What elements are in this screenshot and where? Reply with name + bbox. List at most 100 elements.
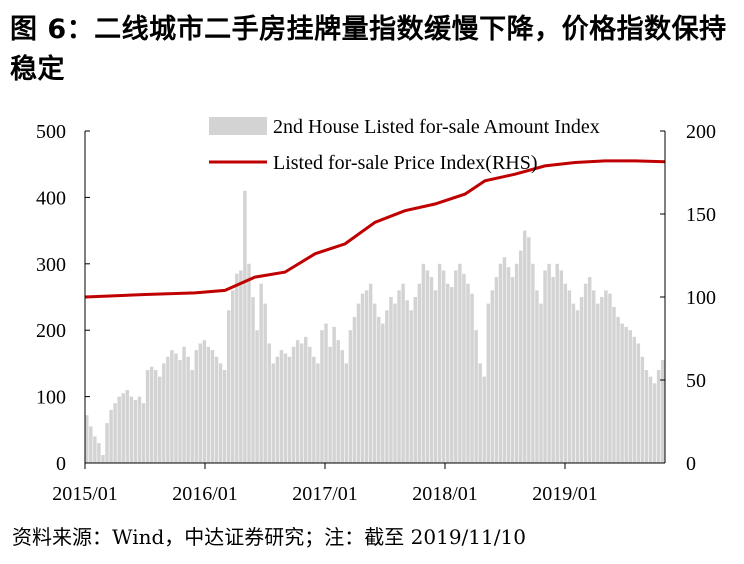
right-tick-label: 0 [686, 453, 696, 475]
bar [198, 343, 203, 463]
legend-label-price-index: Listed for-sale Price Index(RHS) [273, 152, 538, 174]
bar [125, 389, 130, 463]
bar [393, 303, 397, 463]
bar [523, 230, 527, 463]
bar [417, 283, 422, 463]
bar [194, 350, 198, 463]
bar [133, 399, 138, 463]
bar [656, 370, 661, 463]
bar [210, 350, 215, 463]
bar [409, 310, 413, 463]
source-note: 资料来源：Wind，中达证券研究；注：截至 2019/11/10 [12, 525, 526, 549]
bar [563, 283, 568, 463]
bar [324, 323, 328, 463]
bar [620, 323, 624, 463]
bar [287, 356, 292, 463]
bar [85, 415, 89, 463]
bar [336, 340, 340, 463]
bar [182, 346, 186, 463]
bar [539, 303, 543, 463]
left-tick-label: 100 [36, 387, 66, 409]
bar [506, 267, 511, 463]
bar [158, 376, 162, 463]
bar [636, 343, 641, 463]
bar [117, 396, 121, 463]
bar [640, 356, 645, 463]
bar [153, 370, 158, 463]
bar [267, 343, 271, 463]
left-tick-label: 400 [36, 187, 66, 209]
right-tick-label: 150 [686, 204, 716, 226]
bar [494, 277, 499, 463]
bar [433, 290, 438, 463]
line-series-price-index [84, 159, 666, 299]
bar [458, 263, 462, 463]
bar [368, 283, 373, 463]
bar [470, 293, 474, 463]
bar [328, 346, 332, 463]
bar [514, 263, 519, 463]
bar [226, 310, 231, 463]
bar [421, 263, 426, 463]
bar [283, 353, 288, 463]
bar [543, 270, 547, 463]
bar [518, 250, 523, 463]
bar [401, 283, 405, 463]
bar [510, 277, 515, 463]
bar [454, 270, 458, 463]
right-tick-label: 200 [686, 121, 716, 143]
bar [141, 403, 146, 463]
bar [149, 366, 154, 463]
bar [356, 303, 361, 463]
bar [377, 316, 381, 463]
bar [632, 336, 637, 463]
bar [551, 277, 555, 463]
bar [425, 270, 430, 463]
bar [462, 273, 466, 463]
right-tick-label: 50 [686, 370, 706, 392]
bar [644, 370, 649, 463]
bar [531, 263, 535, 463]
bar [478, 363, 482, 463]
bar [93, 436, 97, 463]
bar [502, 257, 507, 463]
bar [587, 277, 592, 463]
legend-swatch-bar [209, 117, 267, 135]
bar [596, 303, 600, 463]
bar [222, 370, 227, 463]
bar [202, 340, 207, 463]
bar [364, 290, 369, 463]
bar [247, 263, 251, 463]
bar [332, 326, 336, 463]
bar [413, 297, 417, 463]
bar [235, 273, 239, 463]
bar [348, 330, 353, 463]
bar [616, 316, 620, 463]
bar-series-amount-index [85, 190, 665, 463]
bar [89, 426, 93, 463]
bar [608, 293, 612, 463]
bar [295, 340, 300, 463]
x-tick-label: 2016/01 [172, 483, 238, 505]
bar [437, 263, 442, 463]
bar [441, 270, 446, 463]
bar [320, 330, 324, 463]
bar [186, 356, 190, 463]
left-tick-label: 0 [56, 453, 66, 475]
bar [291, 346, 296, 463]
bar [251, 297, 255, 463]
bar [591, 290, 596, 463]
bar [162, 363, 166, 463]
bar [218, 363, 223, 463]
chart-legend: 2nd House Listed for-sale Amount Index Li… [209, 116, 600, 174]
x-tick-label: 2019/01 [532, 483, 598, 505]
bar [231, 290, 235, 463]
bar [190, 370, 194, 463]
bar [555, 263, 559, 463]
bar [263, 303, 267, 463]
bar [474, 330, 478, 463]
bar [275, 356, 280, 463]
chart-axes: 0 100 200 300 400 500 0 50 100 150 200 2015/01 2016/… [36, 121, 716, 505]
bar [174, 353, 178, 463]
